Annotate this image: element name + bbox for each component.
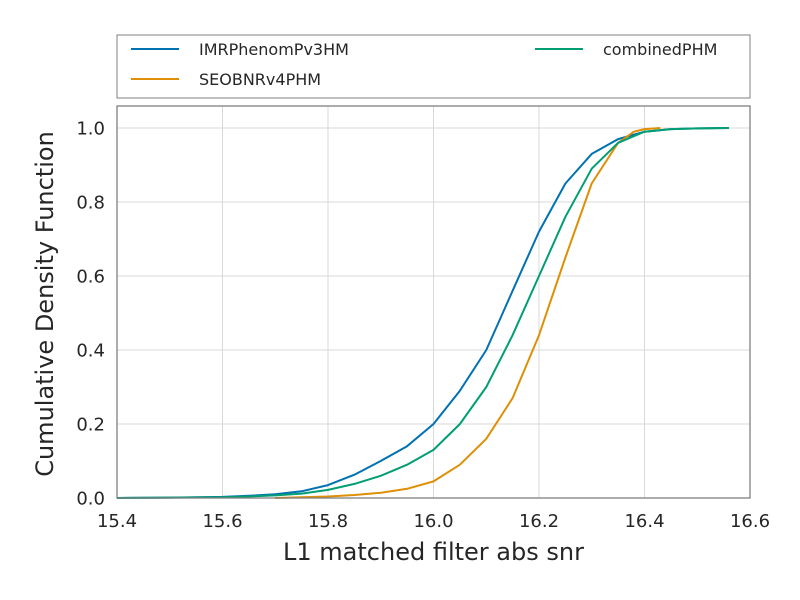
y-tick-label: 0.8 — [76, 193, 105, 214]
y-tick-label: 0.0 — [76, 489, 105, 510]
series-line-seobnrv4phm — [275, 127, 661, 499]
legend: IMRPhenomPv3HM SEOBNRv4PHM combinedPHM — [116, 34, 751, 99]
legend-box — [116, 34, 751, 99]
x-tick-label: 16.6 — [730, 511, 770, 532]
x-tick-label: 16.4 — [624, 511, 664, 532]
y-tick-label: 0.2 — [76, 415, 105, 436]
series-line-imrphenompv3hm — [116, 127, 729, 499]
legend-entry-imrphenompv3hm: IMRPhenomPv3HM — [199, 40, 349, 59]
series-line-combinedphm — [116, 127, 729, 499]
legend-entry-seobnrv4phm: SEOBNRv4PHM — [199, 70, 321, 89]
x-tick-label: 15.4 — [97, 511, 137, 532]
x-axis-label: L1 matched filter abs snr — [283, 538, 584, 566]
y-tick-labels: 0.0 0.2 0.4 0.6 0.8 1.0 — [76, 119, 105, 510]
x-tick-label: 15.6 — [202, 511, 242, 532]
series-lines — [116, 127, 729, 499]
grid-lines — [117, 106, 750, 498]
x-tick-label: 15.8 — [308, 511, 348, 532]
x-tick-label: 16.2 — [519, 511, 559, 532]
x-tick-labels: 15.4 15.6 15.8 16.0 16.2 16.4 16.6 — [97, 511, 770, 532]
plot-frame — [116, 105, 751, 499]
y-tick-label: 0.6 — [76, 267, 105, 288]
x-tick-label: 16.0 — [413, 511, 453, 532]
y-tick-label: 0.4 — [76, 341, 105, 362]
legend-entry-combinedphm: combinedPHM — [603, 40, 717, 59]
y-axis-label: Cumulative Density Function — [31, 131, 59, 477]
y-tick-label: 1.0 — [76, 119, 105, 140]
